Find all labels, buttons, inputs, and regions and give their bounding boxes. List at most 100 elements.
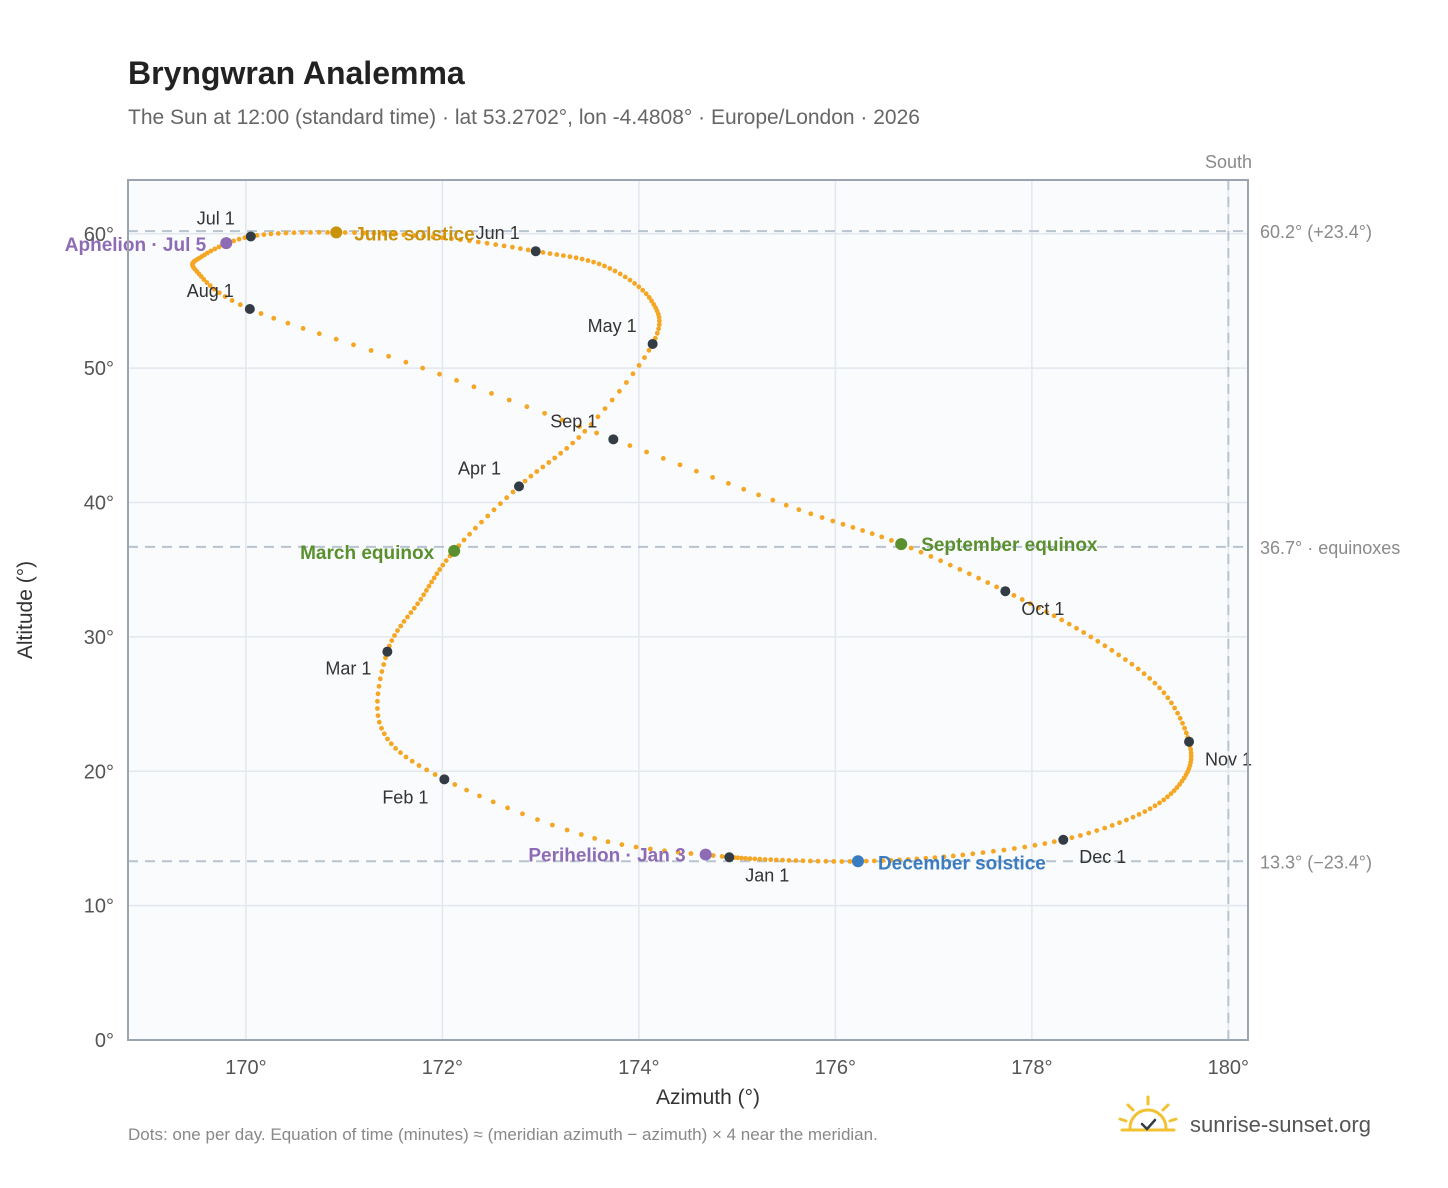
y-tick-label: 20°: [84, 761, 114, 783]
daily-sun-dot: [431, 575, 437, 581]
daily-sun-dot: [815, 858, 821, 864]
month-label: Oct 1: [1021, 599, 1064, 619]
x-tick-label: 170°: [225, 1057, 266, 1079]
daily-sun-dot: [237, 302, 243, 308]
daily-sun-dot: [376, 719, 382, 725]
daily-sun-dot: [643, 291, 649, 297]
daily-sun-dot: [577, 424, 582, 429]
daily-sun-dot: [1094, 828, 1100, 833]
daily-sun-dot: [1182, 725, 1187, 731]
y-tick-label: 0°: [95, 1030, 114, 1052]
month-label: Apr 1: [458, 458, 501, 478]
daily-sun-dot: [602, 263, 607, 269]
daily-sun-dot: [449, 236, 454, 242]
daily-sun-dot: [605, 839, 611, 845]
daily-sun-dot: [1059, 617, 1065, 623]
daily-sun-dot: [960, 852, 966, 858]
daily-sun-dot: [398, 750, 403, 756]
daily-sun-dot: [1168, 791, 1174, 797]
daily-sun-dot: [1183, 730, 1189, 736]
daily-sun-dot: [823, 858, 829, 864]
daily-sun-dot: [409, 758, 415, 764]
daily-sun-dot: [520, 811, 525, 817]
daily-sun-dot: [1161, 690, 1167, 696]
daily-sun-dot: [283, 230, 289, 236]
daily-sun-dot: [624, 380, 629, 385]
daily-sun-dot: [333, 336, 339, 342]
daily-sun-dot: [207, 283, 213, 289]
month-label: May 1: [588, 316, 637, 336]
daily-sun-dot: [1136, 812, 1142, 817]
daily-sun-dot: [1152, 803, 1158, 809]
daily-sun-dot: [808, 858, 813, 864]
daily-sun-dot: [1165, 695, 1171, 701]
daily-sun-dot: [216, 244, 222, 250]
y-tick-label: 40°: [84, 493, 114, 515]
daily-sun-dot: [1124, 817, 1129, 823]
daily-sun-dot: [617, 388, 622, 394]
daily-sun-dot: [780, 857, 785, 863]
daily-sun-dot: [1081, 630, 1087, 635]
month-marker: [514, 481, 525, 492]
daily-sun-dot: [840, 521, 846, 527]
daily-sun-dot: [602, 406, 608, 411]
x-tick-label: 176°: [815, 1057, 856, 1079]
daily-sun-dot: [879, 534, 885, 540]
daily-sun-dot: [636, 363, 642, 368]
daily-sun-dot: [522, 478, 528, 484]
daily-sun-dot: [1157, 800, 1162, 806]
daily-sun-dot: [595, 414, 601, 420]
daily-sun-dot: [351, 342, 356, 348]
daily-sun-dot: [300, 326, 306, 331]
daily-sun-dot: [947, 562, 953, 568]
daily-sun-dot: [578, 832, 584, 837]
daily-sun-dot: [381, 731, 387, 737]
daily-sun-dot: [831, 859, 837, 864]
event-label: June solstice: [354, 224, 474, 245]
daily-sun-dot: [656, 326, 661, 332]
daily-sun-dot: [1157, 685, 1162, 691]
daily-sun-dot: [479, 519, 484, 525]
daily-sun-dot: [747, 856, 753, 862]
daily-sun-dot: [1177, 781, 1183, 787]
event-marker: [699, 848, 712, 861]
daily-sun-dot: [504, 495, 510, 501]
daily-sun-dot: [432, 772, 438, 777]
daily-sun-dot: [768, 857, 774, 863]
daily-sun-dot: [1129, 661, 1135, 667]
daily-sun-dot: [1036, 605, 1041, 611]
daily-sun-dot: [552, 455, 558, 461]
month-marker: [439, 774, 450, 785]
daily-sun-dot: [567, 254, 573, 260]
daily-sun-dot: [561, 253, 566, 258]
x-axis-title: Azimuth (°): [656, 1086, 760, 1109]
daily-sun-dot: [505, 805, 510, 811]
daily-sun-dot: [501, 243, 507, 249]
month-marker: [1184, 736, 1195, 747]
daily-sun-dot: [426, 583, 432, 589]
daily-sun-dot: [592, 836, 598, 841]
chart-title: Bryngwran Analemma: [128, 55, 465, 91]
daily-sun-dot: [1188, 747, 1194, 752]
daily-sun-dot: [762, 857, 768, 862]
daily-sun-dot: [254, 233, 260, 238]
daily-sun-dot: [375, 706, 380, 711]
daily-sun-dot: [1095, 638, 1101, 644]
daily-sun-dot: [1044, 609, 1049, 615]
daily-sun-dot: [299, 230, 305, 235]
daily-sun-dot: [405, 614, 410, 620]
daily-sun-dot: [1028, 601, 1033, 606]
daily-sun-dot: [471, 384, 477, 390]
daily-sun-dot: [411, 605, 417, 611]
daily-sun-dot: [726, 481, 731, 486]
daily-sun-dot: [850, 525, 856, 530]
month-marker: [530, 246, 541, 257]
daily-sun-dot: [550, 822, 555, 828]
daily-sun-dot: [932, 855, 938, 860]
month-marker: [244, 304, 255, 314]
daily-sun-dot: [381, 662, 387, 667]
daily-sun-dot: [208, 248, 214, 254]
daily-sun-dot: [440, 562, 446, 568]
daily-sun-dot: [381, 231, 387, 237]
daily-sun-dot: [642, 355, 647, 360]
